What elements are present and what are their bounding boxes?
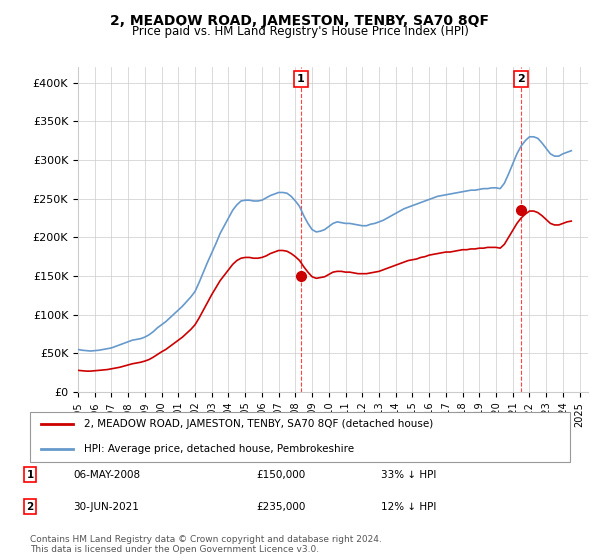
Text: 2, MEADOW ROAD, JAMESTON, TENBY, SA70 8QF (detached house): 2, MEADOW ROAD, JAMESTON, TENBY, SA70 8Q…	[84, 419, 433, 429]
Text: Contains HM Land Registry data © Crown copyright and database right 2024.
This d: Contains HM Land Registry data © Crown c…	[30, 535, 382, 554]
Text: 2: 2	[26, 502, 34, 512]
Text: 1: 1	[297, 74, 305, 84]
Text: 33% ↓ HPI: 33% ↓ HPI	[381, 470, 436, 480]
Text: 1: 1	[26, 470, 34, 480]
Text: £150,000: £150,000	[257, 470, 306, 480]
Text: 30-JUN-2021: 30-JUN-2021	[73, 502, 139, 512]
Text: HPI: Average price, detached house, Pembrokeshire: HPI: Average price, detached house, Pemb…	[84, 445, 354, 454]
Text: 06-MAY-2008: 06-MAY-2008	[73, 470, 140, 480]
FancyBboxPatch shape	[30, 412, 570, 462]
Text: Price paid vs. HM Land Registry's House Price Index (HPI): Price paid vs. HM Land Registry's House …	[131, 25, 469, 38]
Text: 2: 2	[517, 74, 525, 84]
Text: 12% ↓ HPI: 12% ↓ HPI	[381, 502, 436, 512]
Text: £235,000: £235,000	[257, 502, 306, 512]
Text: 2, MEADOW ROAD, JAMESTON, TENBY, SA70 8QF: 2, MEADOW ROAD, JAMESTON, TENBY, SA70 8Q…	[110, 14, 490, 28]
